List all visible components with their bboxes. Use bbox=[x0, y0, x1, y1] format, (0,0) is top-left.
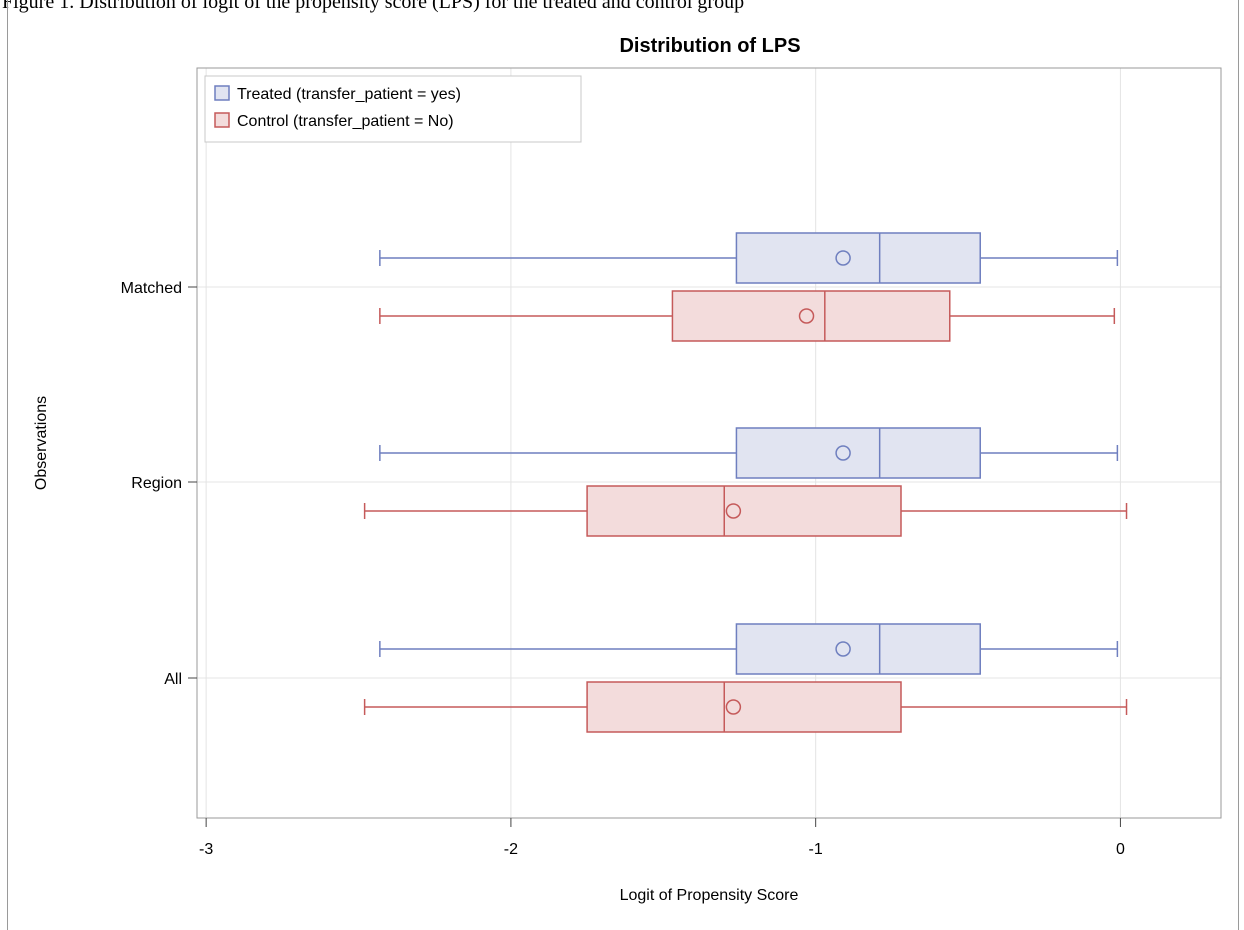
box-series bbox=[363, 232, 1128, 733]
figure-frame bbox=[7, 0, 1239, 930]
iqr-box bbox=[586, 485, 902, 537]
x-tick-label: 0 bbox=[1116, 841, 1125, 858]
mean-marker bbox=[725, 503, 742, 519]
box-control-region bbox=[363, 485, 1128, 537]
box-treated-matched bbox=[379, 232, 1119, 284]
mean-marker bbox=[835, 445, 851, 461]
iqr-box bbox=[735, 623, 981, 675]
legend-label-control: Control (transfer_patient = No) bbox=[237, 113, 454, 130]
iqr-box bbox=[735, 427, 981, 479]
mean-marker bbox=[835, 250, 851, 266]
axes: -3 -2 -1 0 Matched Region All bbox=[121, 280, 1125, 858]
box-control-matched bbox=[379, 290, 1116, 342]
y-tick-label: All bbox=[164, 671, 182, 688]
box-treated-all bbox=[379, 623, 1119, 675]
x-tick-label: -2 bbox=[504, 841, 518, 858]
box-treated-region bbox=[379, 427, 1119, 479]
legend-swatch-control bbox=[214, 112, 230, 128]
y-tick-label: Matched bbox=[121, 280, 182, 297]
iqr-box bbox=[586, 681, 902, 733]
mean-marker bbox=[798, 308, 815, 324]
mean-marker bbox=[835, 641, 851, 657]
x-axis-label: Logit of Propensity Score bbox=[620, 887, 799, 904]
y-axis-label: Observations bbox=[33, 396, 50, 490]
legend: Treated (transfer_patient = yes) Control … bbox=[204, 75, 582, 143]
iqr-box bbox=[735, 232, 981, 284]
mean-marker bbox=[725, 699, 742, 715]
legend-label-treated: Treated (transfer_patient = yes) bbox=[237, 86, 461, 103]
x-tick-label: -1 bbox=[809, 841, 823, 858]
chart-title: Distribution of LPS bbox=[619, 35, 800, 57]
box-control-all bbox=[363, 681, 1128, 733]
plot-area bbox=[196, 67, 1222, 819]
figure-caption: Figure 1. Distribution of logit of the p… bbox=[2, 0, 745, 13]
legend-box bbox=[204, 75, 582, 143]
iqr-box bbox=[671, 290, 951, 342]
x-tick-label: -3 bbox=[199, 841, 213, 858]
legend-swatch-treated bbox=[214, 85, 230, 101]
y-tick-label: Region bbox=[131, 475, 182, 492]
